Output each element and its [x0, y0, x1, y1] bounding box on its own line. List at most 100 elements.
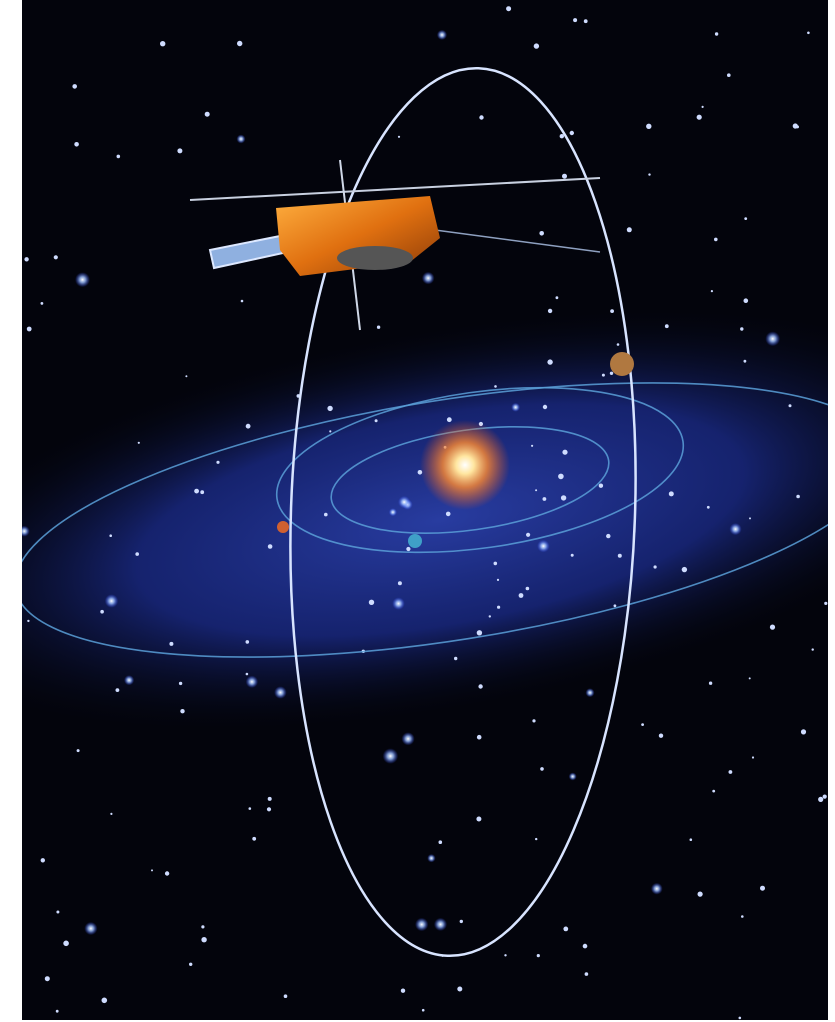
- star: [398, 496, 410, 508]
- star: [375, 419, 378, 422]
- star: [739, 1017, 742, 1020]
- star: [201, 925, 204, 928]
- star: [77, 749, 80, 752]
- star: [237, 41, 242, 46]
- star: [586, 688, 595, 697]
- star: [535, 838, 537, 840]
- star: [494, 385, 497, 388]
- star: [511, 403, 520, 412]
- star: [627, 227, 632, 232]
- star: [741, 915, 744, 918]
- star: [246, 676, 258, 688]
- star: [646, 124, 651, 129]
- star: [535, 489, 537, 491]
- star: [477, 735, 482, 740]
- artwork: [0, 0, 835, 1022]
- star: [654, 565, 657, 568]
- star: [476, 817, 481, 822]
- star: [506, 6, 511, 11]
- star: [824, 602, 827, 605]
- star: [610, 372, 613, 375]
- star: [543, 497, 547, 501]
- star: [744, 217, 747, 220]
- star: [216, 461, 219, 464]
- page-body: (() => { const data = JSON.parse(documen…: [0, 0, 835, 1022]
- star: [45, 976, 50, 981]
- star: [823, 795, 827, 799]
- star: [267, 807, 271, 811]
- star: [460, 920, 463, 923]
- star: [185, 375, 187, 377]
- star: [641, 723, 644, 726]
- star: [41, 302, 44, 305]
- star: [711, 290, 713, 292]
- star: [398, 136, 400, 138]
- star: [570, 131, 574, 135]
- star: [504, 954, 506, 956]
- star: [709, 682, 712, 685]
- star: [618, 554, 622, 558]
- star: [72, 84, 77, 89]
- star: [268, 797, 272, 801]
- star: [389, 508, 397, 516]
- star: [602, 374, 605, 377]
- star: [690, 838, 693, 841]
- star: [651, 883, 663, 895]
- star: [539, 231, 544, 236]
- star: [19, 526, 30, 537]
- jupiter: [610, 352, 634, 376]
- page: Spacecraft orbit artwork {} html, body {…: [0, 0, 835, 1022]
- star: [584, 19, 588, 23]
- star: [447, 417, 452, 422]
- star: [249, 807, 252, 810]
- star: [54, 255, 58, 259]
- star: [151, 869, 153, 871]
- star: [537, 954, 540, 957]
- star: [793, 123, 798, 128]
- star: [439, 840, 443, 844]
- star: [571, 554, 574, 557]
- star: [547, 359, 552, 364]
- star: [714, 238, 718, 242]
- star: [246, 640, 250, 644]
- star: [74, 142, 79, 147]
- star: [274, 686, 287, 699]
- star: [457, 987, 462, 992]
- star: [744, 298, 749, 303]
- star: [760, 886, 765, 891]
- star: [583, 944, 588, 949]
- star: [138, 442, 140, 444]
- star: [610, 309, 614, 313]
- star: [659, 734, 663, 738]
- star: [563, 927, 568, 932]
- star: [477, 630, 482, 635]
- star: [562, 450, 567, 455]
- star: [537, 540, 550, 553]
- star: [401, 989, 405, 993]
- star: [398, 581, 402, 585]
- star: [715, 32, 718, 35]
- sun: [420, 420, 510, 510]
- star: [27, 620, 29, 622]
- star: [558, 474, 564, 480]
- star: [327, 406, 332, 411]
- star: [41, 858, 45, 862]
- star: [606, 534, 610, 538]
- star: [744, 360, 747, 363]
- star: [200, 490, 204, 494]
- star: [556, 296, 559, 299]
- star: [75, 272, 90, 287]
- star: [752, 756, 754, 758]
- star: [179, 682, 182, 685]
- star: [489, 615, 491, 617]
- star: [812, 648, 814, 650]
- star: [194, 489, 199, 494]
- star: [801, 729, 806, 734]
- star: [377, 326, 380, 329]
- star: [246, 424, 251, 429]
- star: [422, 1009, 425, 1012]
- star: [497, 606, 500, 609]
- star: [446, 512, 451, 517]
- star: [807, 32, 810, 35]
- star: [110, 813, 112, 815]
